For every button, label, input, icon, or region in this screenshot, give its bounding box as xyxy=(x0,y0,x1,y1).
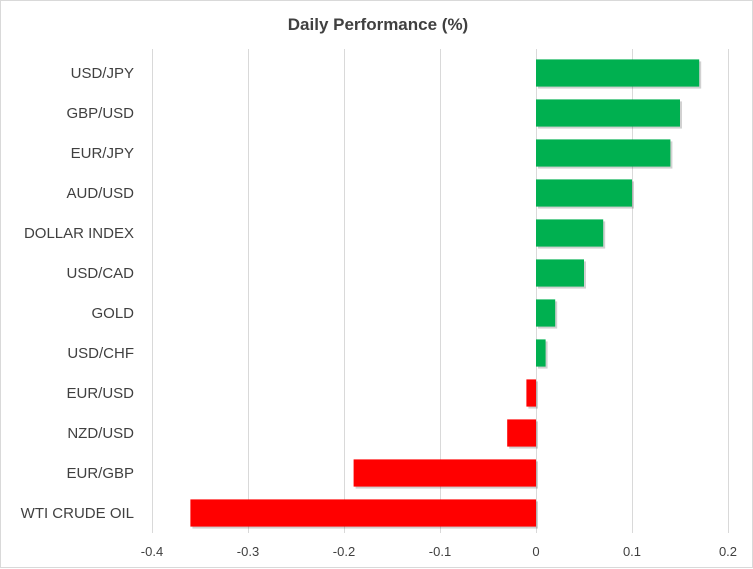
category-label: NZD/USD xyxy=(67,425,134,442)
bar-usd-cad xyxy=(536,259,584,287)
category-label: USD/JPY xyxy=(71,65,134,82)
grid-lines xyxy=(152,49,729,533)
x-tick-label: -0.1 xyxy=(429,544,451,559)
chart-title: Daily Performance (%) xyxy=(288,15,468,34)
bar-nzd-usd xyxy=(507,419,536,447)
bar-wti-crude-oil xyxy=(190,499,536,527)
bar-usd-chf xyxy=(536,339,546,367)
x-tick-label: 0.2 xyxy=(719,544,737,559)
bar-gbp-usd xyxy=(536,99,680,127)
x-tick-label: 0.1 xyxy=(623,544,641,559)
category-label: AUD/USD xyxy=(66,185,134,202)
category-label: GOLD xyxy=(91,305,134,322)
bar-usd-jpy xyxy=(536,59,700,87)
category-label: DOLLAR INDEX xyxy=(24,225,134,242)
category-label: EUR/USD xyxy=(66,385,134,402)
bar-aud-usd xyxy=(536,179,632,207)
x-tick-label: -0.2 xyxy=(333,544,355,559)
bar-dollar-index xyxy=(536,219,604,247)
bars xyxy=(190,59,702,529)
category-labels: USD/JPY GBP/USD EUR/JPY AUD/USD DOLLAR INDEX… xyxy=(21,65,135,522)
category-label: GBP/USD xyxy=(66,105,134,122)
category-label: WTI CRUDE OIL xyxy=(21,505,134,522)
bar-eur-usd xyxy=(526,379,536,407)
x-tick-label: -0.4 xyxy=(141,544,163,559)
category-label: USD/CHF xyxy=(67,345,134,362)
category-label: EUR/GBP xyxy=(66,465,134,482)
x-axis-tick-labels: -0.4 -0.3 -0.2 -0.1 0 0.1 0.2 xyxy=(141,544,737,559)
x-tick-label: -0.3 xyxy=(237,544,259,559)
x-tick-label: 0 xyxy=(532,544,539,559)
bar-eur-gbp xyxy=(353,459,536,487)
category-label: EUR/JPY xyxy=(71,145,134,162)
bar-gold xyxy=(536,299,556,327)
bar-eur-jpy xyxy=(536,139,671,167)
category-label: USD/CAD xyxy=(66,265,134,282)
